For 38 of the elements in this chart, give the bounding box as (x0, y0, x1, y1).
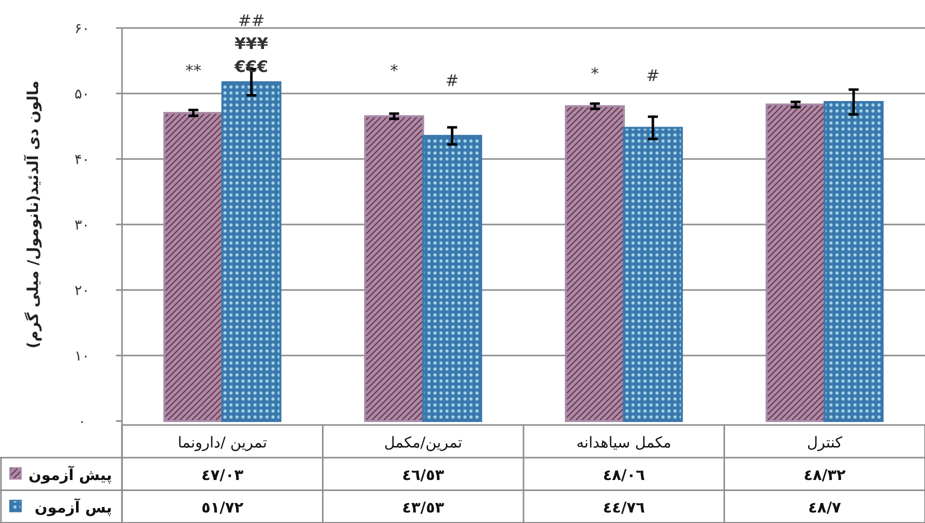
annotation: ¥¥¥ (234, 34, 268, 53)
legend-label: پیش آزمون (28, 464, 112, 484)
data-label: ٤٨/٧ (808, 498, 842, 516)
annotation: * (390, 61, 398, 80)
bar (824, 101, 884, 422)
y-tick-label: ۳۰ (74, 218, 90, 234)
bar (221, 81, 282, 422)
legend-label: پس آزمون (34, 498, 112, 516)
data-label: ٤٨/٣٢ (804, 466, 846, 484)
annotation: # (646, 66, 660, 85)
x-tick-label: تمرین /دارونما (178, 433, 268, 452)
annotation: €€€ (234, 57, 268, 76)
bar (564, 105, 625, 422)
y-tick-label: ۲۰ (74, 283, 90, 299)
data-label: ٥١/٧٢ (201, 498, 244, 516)
bar (766, 104, 826, 422)
annotation: * (590, 64, 599, 83)
annotation: ** (185, 61, 202, 80)
bar (622, 126, 683, 422)
bar (422, 134, 482, 422)
annotation: # (445, 71, 459, 90)
y-axis-title: مالون دی آلدئید(نانومول/ میلی گرم) (23, 80, 42, 348)
data-label: ٤٣/٥٣ (402, 498, 444, 516)
data-label: ٤٤/٧٦ (602, 498, 645, 516)
y-tick-label: ۰ (78, 414, 86, 430)
data-label: ٤٨/٠٦ (602, 466, 645, 484)
bar (163, 112, 224, 422)
x-tick-label: تمرین/مکمل (384, 433, 462, 452)
y-tick-label: ۱۰ (74, 348, 90, 364)
x-tick-label: کنترل (806, 433, 844, 452)
y-tick-label: ۴۰ (74, 152, 90, 168)
y-tick-label: ۶۰ (74, 21, 90, 37)
data-label: ٤٦/٥٣ (402, 466, 444, 484)
data-label: ٤٧/٠٣ (201, 466, 244, 484)
y-tick-label: ۵۰ (74, 86, 90, 102)
annotation: ## (238, 11, 265, 30)
bar (364, 115, 424, 422)
x-tick-label: مکمل سیاهدانه (576, 433, 672, 452)
